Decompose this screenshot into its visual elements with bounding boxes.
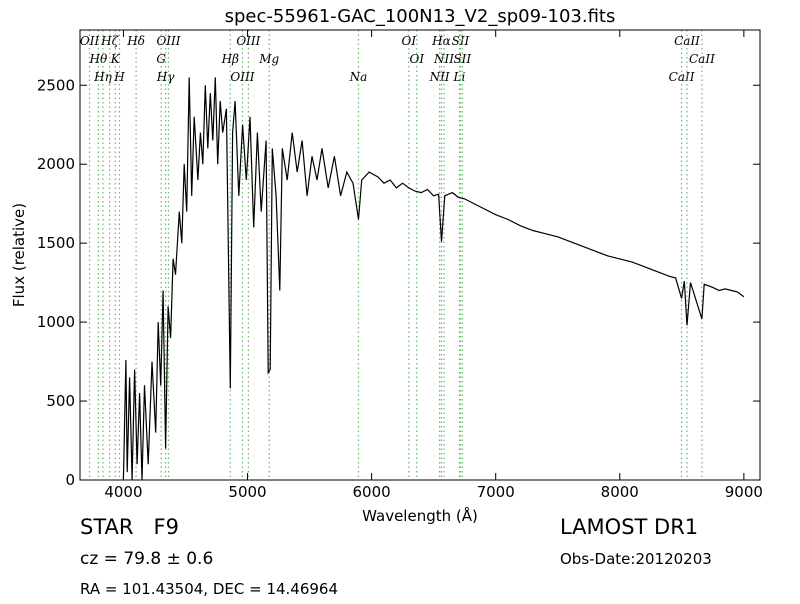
- x-axis-label: Wavelength (Å): [362, 506, 478, 525]
- spectral-line-label: CaII: [689, 52, 715, 66]
- spectral-line-label: OIII: [156, 34, 180, 48]
- spectral-line-label: G: [156, 52, 166, 66]
- y-axis-label: Flux (relative): [10, 203, 28, 307]
- spectral-line-label: SII: [452, 34, 470, 48]
- x-tick-label: 4000: [104, 483, 142, 501]
- x-tick-label: 9000: [725, 483, 763, 501]
- spectral-line-label: Na: [349, 70, 368, 84]
- object-class: STAR F9: [80, 515, 179, 539]
- spectral-line-label: Hθ: [89, 52, 108, 66]
- redshift: cz = 79.8 ± 0.6: [80, 549, 213, 569]
- spectral-line-label: Hα: [431, 34, 451, 48]
- spectral-line-label: OI: [402, 34, 417, 48]
- spectral-line-label: OI: [409, 52, 424, 66]
- spectrum-line: [122, 77, 745, 480]
- plot-frame: [79, 29, 761, 481]
- y-tick-label: 1500: [37, 234, 75, 252]
- spectral-line-label: Li: [453, 70, 466, 84]
- spectral-line-label: Hη: [93, 70, 112, 84]
- y-tick-label: 1000: [37, 313, 75, 331]
- y-tick-label: 2000: [37, 155, 75, 173]
- x-tick-label: 5000: [228, 483, 266, 501]
- spectral-line-label: NII: [429, 70, 450, 84]
- spectral-line-label: OIII: [236, 34, 260, 48]
- spectral-line-label: H: [113, 70, 125, 84]
- x-tick-label: 8000: [601, 483, 639, 501]
- spectral-line-label: NII: [433, 52, 454, 66]
- spectral-line-label: OII: [80, 34, 100, 48]
- spectral-line-label: OIII: [230, 70, 254, 84]
- x-tick-label: 7000: [477, 483, 515, 501]
- y-tick-label: 0: [65, 471, 75, 489]
- spectral-line-label: Hβ: [221, 52, 239, 66]
- spectral-line-label: K: [110, 52, 121, 66]
- spectral-line-label: CaII: [669, 70, 695, 84]
- spectral-line-label: CaII: [674, 34, 700, 48]
- spectral-line-label: SII: [453, 52, 471, 66]
- obs-date: Obs-Date:20120203: [560, 550, 712, 568]
- spectral-line-label: Mg: [258, 52, 279, 66]
- x-tick-label: 6000: [353, 483, 391, 501]
- y-tick-label: 500: [46, 392, 75, 410]
- coordinates: RA = 101.43504, DEC = 14.46964: [80, 580, 338, 598]
- spectral-line-label: Hγ: [156, 70, 175, 84]
- spectral-line-label: Hζ: [100, 34, 119, 48]
- y-tick-label: 2500: [37, 76, 75, 94]
- chart-title: spec-55961-GAC_100N13_V2_sp09-103.fits: [225, 6, 616, 27]
- spectral-line-label: Hδ: [126, 34, 145, 48]
- survey: LAMOST DR1: [560, 515, 698, 539]
